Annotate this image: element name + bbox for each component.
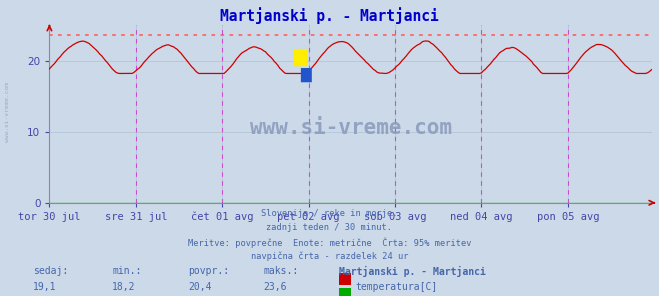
Text: navpična črta - razdelek 24 ur: navpična črta - razdelek 24 ur [251, 251, 408, 261]
Text: min.:: min.: [112, 266, 142, 276]
Text: zadnji teden / 30 minut.: zadnji teden / 30 minut. [266, 223, 393, 232]
Text: www.si-vreme.com: www.si-vreme.com [250, 118, 452, 138]
Text: 18,2: 18,2 [112, 282, 136, 292]
Text: Martjanski p. - Martjanci: Martjanski p. - Martjanci [220, 7, 439, 24]
Text: 20,4: 20,4 [188, 282, 212, 292]
Text: Meritve: povprečne  Enote: metrične  Črta: 95% meritev: Meritve: povprečne Enote: metrične Črta:… [188, 237, 471, 247]
Text: Martjanski p. - Martjanci: Martjanski p. - Martjanci [339, 266, 486, 277]
Text: www.si-vreme.com: www.si-vreme.com [5, 83, 11, 142]
Text: 19,1: 19,1 [33, 282, 57, 292]
Text: Slovenija / reke in morje.: Slovenija / reke in morje. [261, 209, 398, 218]
Text: povpr.:: povpr.: [188, 266, 229, 276]
Text: maks.:: maks.: [264, 266, 299, 276]
Text: █: █ [293, 48, 306, 66]
Text: temperatura[C]: temperatura[C] [356, 282, 438, 292]
Text: sedaj:: sedaj: [33, 266, 68, 276]
Text: 23,6: 23,6 [264, 282, 287, 292]
Text: █: █ [301, 68, 311, 82]
